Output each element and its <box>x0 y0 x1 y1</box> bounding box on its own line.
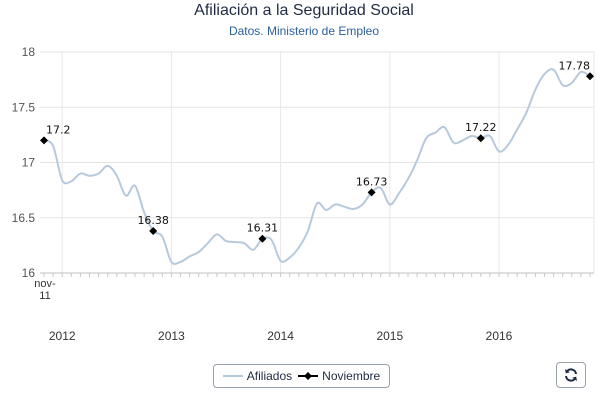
y-tick-label: 16.5 <box>12 211 36 225</box>
series-line-afiliados <box>43 68 591 266</box>
chart-subtitle: Datos. Ministerio de Empleo <box>228 24 380 38</box>
november-data-label: 17.2 <box>46 123 71 136</box>
data-markers: 17.2 16.38 16.31 16.73 17.22 17.78 <box>40 59 594 243</box>
plot-series <box>43 68 591 266</box>
november-data-label: 17.22 <box>465 121 497 134</box>
november-data-label: 17.78 <box>559 59 591 72</box>
x-tick-label: 2016 <box>486 329 513 343</box>
november-marker <box>476 134 485 143</box>
y-tick-label: 16 <box>22 266 36 280</box>
legend: Afiliados Noviembre <box>213 364 390 388</box>
x-tick-label: 2014 <box>267 329 294 343</box>
legend-label-noviembre: Noviembre <box>322 369 381 383</box>
november-marker <box>586 72 594 81</box>
refresh-button[interactable] <box>556 362 586 388</box>
x-start-label: nov- <box>34 278 56 290</box>
legend-item-afiliados[interactable]: Afiliados <box>222 369 293 383</box>
chart-title: Afiliación a la Seguridad Social <box>194 2 414 19</box>
legend-diamond-swatch <box>298 372 319 380</box>
y-tick-label: 17.5 <box>12 100 36 114</box>
x-tick-label: 2012 <box>49 329 76 343</box>
november-data-label: 16.38 <box>137 214 169 227</box>
legend-line-swatch <box>222 375 243 377</box>
x-start-label: 11 <box>39 290 50 302</box>
refresh-icon <box>565 368 577 382</box>
november-marker <box>149 227 158 236</box>
x-tick-label: 2015 <box>376 329 403 343</box>
november-data-label: 16.31 <box>247 222 279 235</box>
x-axis: 2012 2013 2014 2015 2016 nov-11 <box>34 272 594 343</box>
grid-lines <box>40 51 595 274</box>
y-axis: 16 16.5 17 17.5 18 <box>12 45 36 280</box>
november-marker <box>40 136 48 145</box>
legend-item-noviembre[interactable]: Noviembre <box>298 369 380 383</box>
november-marker <box>367 188 376 197</box>
november-data-label: 16.73 <box>356 175 388 188</box>
y-tick-label: 17 <box>22 156 36 170</box>
x-tick-label: 2013 <box>158 329 185 343</box>
y-tick-label: 18 <box>22 45 36 59</box>
november-marker <box>258 234 267 243</box>
legend-label-afiliados: Afiliados <box>246 369 293 383</box>
